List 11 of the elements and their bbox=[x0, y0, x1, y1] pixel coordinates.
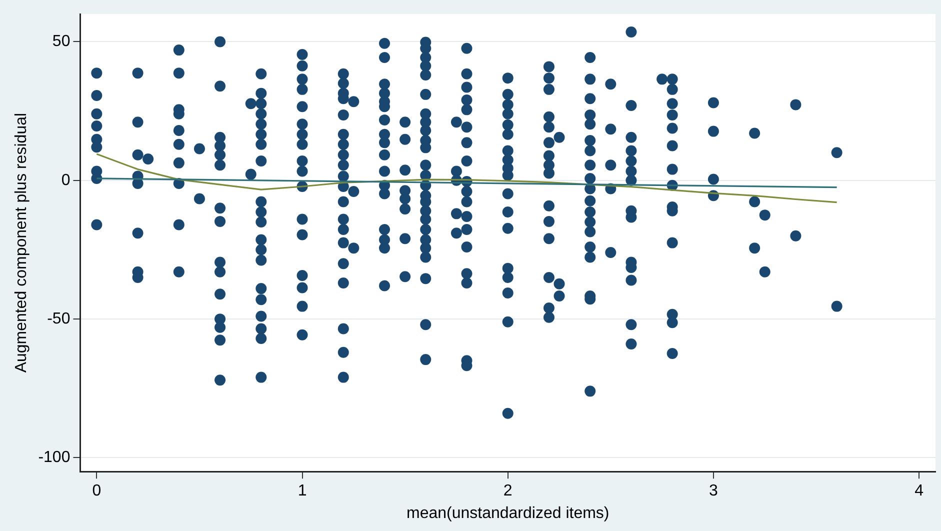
y-tick-label: -100 bbox=[38, 449, 70, 466]
y-tick-label: 0 bbox=[61, 172, 70, 189]
y-tick-label: 50 bbox=[52, 33, 70, 50]
x-axis-title: mean(unstandardized items) bbox=[406, 504, 610, 522]
y-axis-title: Augmented component plus residual bbox=[13, 112, 30, 373]
x-tick-label: 2 bbox=[503, 482, 512, 500]
x-tick-label: 3 bbox=[709, 482, 718, 500]
y-tick-label: -50 bbox=[47, 310, 70, 328]
x-tick-label: 0 bbox=[92, 482, 102, 500]
x-tick-label: 4 bbox=[914, 482, 924, 500]
x-tick-label: 1 bbox=[298, 482, 307, 500]
